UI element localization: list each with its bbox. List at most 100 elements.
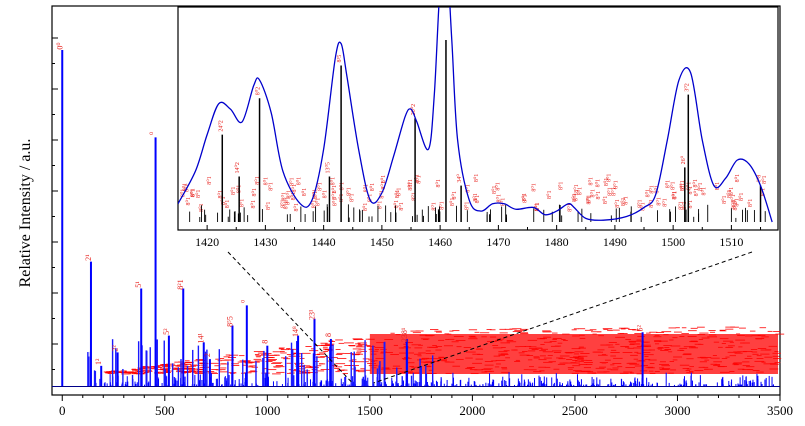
peak-label: 8 — [324, 333, 333, 337]
inset-assignment-label: 8⁰1 — [407, 179, 414, 187]
inset-x-tick-label: 1430 — [253, 235, 277, 249]
inset-x-tick-label: 1490 — [603, 235, 627, 249]
inset-assignment-label: 8⁰1 — [394, 190, 401, 198]
peak-label: 1² — [94, 358, 103, 365]
y-axis-label: Relative Intensity / a.u. — [17, 139, 34, 288]
inset-assignment-label: 8⁰1 — [714, 182, 721, 190]
inset-assignment-label: 8⁰1 — [380, 175, 387, 183]
peak-label: 8²1 — [176, 279, 185, 289]
inset-assignment-label: 8⁰1 — [179, 189, 186, 197]
inset-assignment-label: 8⁰1 — [611, 187, 618, 195]
inset-assignment-label: 8⁰1 — [730, 194, 737, 202]
inset-assignment-label: 8⁰1 — [595, 191, 602, 199]
inset-assignment-label: 8⁰1 — [679, 183, 686, 191]
assignment-band-fill — [369, 334, 778, 374]
inset-assignment-label: 8⁰1 — [567, 203, 574, 211]
inset-assignment-label: 8⁰1 — [558, 182, 565, 190]
peak-label: 5² — [636, 324, 645, 331]
inset-x-tick-label: 1460 — [428, 235, 452, 249]
inset-assignment-label: 8⁰1 — [732, 202, 739, 210]
inset-x-tick-label: 1470 — [486, 235, 510, 249]
inset-assignment-label: 8⁰1 — [290, 192, 297, 200]
inset-assignment-label: 8⁰1 — [738, 193, 745, 201]
inset-assignment-label: 8⁰1 — [254, 176, 261, 184]
inset-assignment-label: 8⁰1 — [251, 188, 258, 196]
inset-assignment-label: 8⁰1 — [645, 189, 652, 197]
inset-assignment-label: 8⁰1 — [728, 187, 735, 195]
inset-assignment-label: 8⁰1 — [395, 188, 402, 196]
inset-assignment-label: 8⁰1 — [661, 198, 668, 206]
inset-assignment-label: 8⁰1 — [607, 187, 614, 195]
inset-assignment-label: 8⁰1 — [331, 185, 338, 193]
inset-assignment-label: 8⁰1 — [398, 202, 405, 210]
inset-assignment-label: 8⁰1 — [589, 189, 596, 197]
inset-assignment-label: 8⁰1 — [734, 174, 741, 182]
peak-label: 5² — [162, 328, 171, 335]
inset-assignment-label: 8⁰1 — [301, 188, 308, 196]
inset-assignment-label: 8⁰1 — [262, 177, 269, 185]
inset-assignment-label: 8⁰1 — [416, 175, 423, 183]
inset-assignment-label: 8⁰1 — [648, 199, 655, 207]
inset-assignment-label: 8⁰1 — [521, 193, 528, 201]
inset-assignment-label: 8⁰1 — [747, 199, 754, 207]
inset-assignment-label: 8⁰1 — [687, 200, 694, 208]
inset-stick-label: 14⁰2 — [234, 162, 241, 173]
inset-frame — [177, 6, 779, 231]
inset-assignment-label: 8⁰1 — [449, 198, 456, 206]
inset-assignment-label: 8⁰1 — [338, 182, 345, 190]
inset-assignment-label: 8⁰1 — [295, 177, 302, 185]
x-tick-label: 1000 — [254, 403, 280, 418]
peak-label: 2² — [111, 345, 120, 352]
baseline-noise — [87, 339, 775, 386]
inset-stick-label: 1³8 — [757, 175, 763, 183]
inset-x-tick-label: 1450 — [370, 235, 394, 249]
inset-stick-label: 3⁰2 — [683, 83, 690, 91]
peak-label: ⁰ — [240, 300, 249, 303]
inset-assignment-label: 8⁰1 — [612, 180, 619, 188]
inset-assignment-label: 8⁰1 — [439, 201, 446, 209]
inset-assignment-label: 8⁰1 — [733, 198, 740, 206]
peak-label: 0⁰ — [55, 42, 64, 49]
inset-assignment-label: 8⁰1 — [332, 198, 339, 206]
inset-assignment-label: 8⁰1 — [670, 181, 677, 189]
inset-assignment-label: 8⁰1 — [312, 191, 319, 199]
inset-assignment-label: 8⁰1 — [573, 193, 580, 201]
inset-assignment-label: 8⁰1 — [185, 197, 192, 205]
peak-label: 2¹ — [84, 254, 93, 261]
inset-assignment-label: 8⁰1 — [268, 182, 275, 190]
inset-assignment-label: 8⁰1 — [285, 190, 292, 198]
x-tick-label: 3000 — [664, 403, 690, 418]
inset-assignment-label: 8⁰1 — [693, 188, 700, 196]
peak-label: 238¹ — [400, 327, 409, 342]
inset-curve — [178, 7, 773, 223]
inset-assignment-label: 8⁰1 — [380, 181, 387, 189]
inset-assignment-label: 8⁰1 — [430, 202, 437, 210]
inset-assignment-label: 8⁰1 — [495, 194, 502, 202]
inset-assignment-label: 8⁰1 — [571, 193, 578, 201]
inset-assignment-label: 8⁰1 — [678, 201, 685, 209]
x-tick-label: 2500 — [562, 403, 588, 418]
inset-assignment-label: 8⁰1 — [491, 186, 498, 194]
inset-assignment-label: 8⁰1 — [701, 187, 708, 195]
inset-assignment-label: 8⁰1 — [648, 185, 655, 193]
inset-stick-label: 26⁰ — [680, 155, 687, 164]
inset-assignment-label: 8⁰1 — [637, 199, 644, 207]
inset-assignment-label: 8⁰1 — [534, 202, 541, 210]
peak-label: 14⁸ — [291, 326, 300, 337]
inset-x-tick-label: 1510 — [719, 235, 743, 249]
peak-label: ⁰ — [149, 132, 158, 135]
assignment-band — [103, 326, 785, 375]
inset-assignment-label: 8⁰1 — [679, 180, 686, 188]
inset-assignment-label: 8⁰1 — [330, 177, 337, 185]
inset-stick-label: 8⁰2 — [255, 87, 262, 95]
inset-assignment-label: 8⁰1 — [310, 200, 317, 208]
inset-assignment-label: 8⁰1 — [181, 183, 188, 191]
inset-stick-label: 20⁰2 — [410, 104, 417, 115]
inset-assignment-label: 8⁰1 — [414, 174, 421, 182]
peak-label: 14¹ — [197, 333, 206, 344]
inset-assignment-label: 8⁰1 — [224, 200, 231, 208]
inset-assignment-label: 8⁰1 — [603, 178, 610, 186]
inset-assignment-label: 8⁰1 — [377, 201, 384, 209]
inset-assignment-label: 8⁰1 — [588, 177, 595, 185]
